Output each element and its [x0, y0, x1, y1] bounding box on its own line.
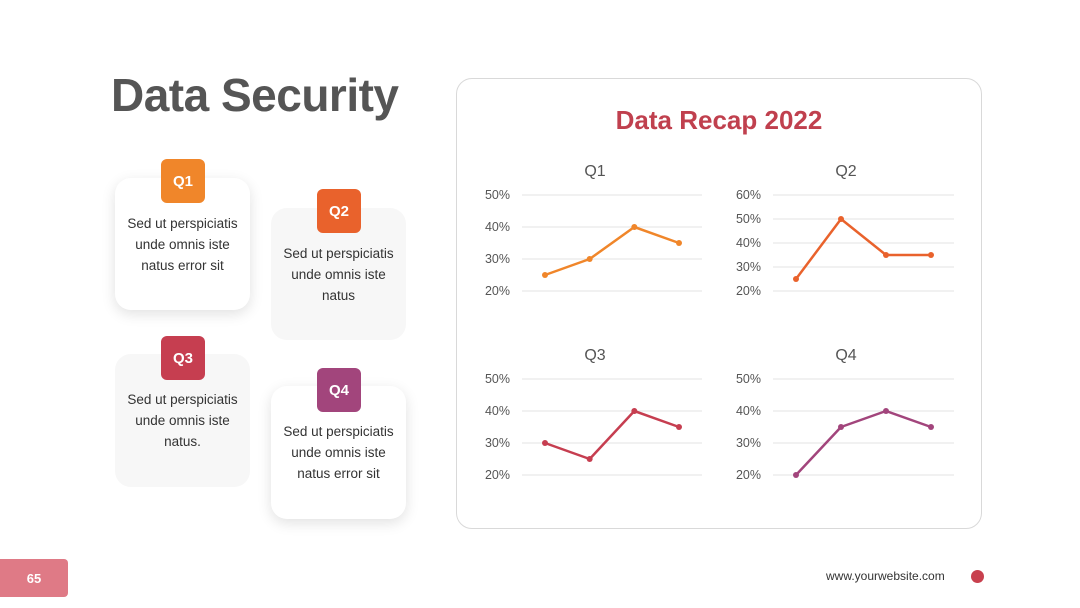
q1-y-tick-label: 50% — [485, 188, 510, 202]
q2-y-tick-label: 40% — [736, 236, 761, 250]
q2-y-tick-label: 60% — [736, 188, 761, 202]
q1-data-point — [542, 272, 548, 278]
q3-data-point — [676, 424, 682, 430]
q3-chart-title: Q3 — [584, 347, 605, 364]
q4-data-point — [883, 408, 889, 414]
q4-data-point — [793, 472, 799, 478]
q4-y-tick-label: 20% — [736, 468, 761, 482]
q3-card-text: Sed ut perspiciatis unde omnis iste natu… — [127, 392, 238, 449]
q2-data-point — [793, 276, 799, 282]
q1-y-tick-label: 20% — [485, 284, 510, 298]
page-title: Data Security — [111, 69, 399, 121]
data-recap-panel: Data Recap 2022 — [456, 78, 982, 529]
data-recap-title: Data Recap 2022 — [615, 105, 823, 135]
q1-data-point — [676, 240, 682, 246]
q3-y-tick-label: 20% — [485, 468, 510, 482]
q2-data-point — [883, 252, 889, 258]
q2-data-point — [838, 216, 844, 222]
q4-y-tick-label: 40% — [736, 404, 761, 418]
q2-badge: Q2 — [317, 189, 361, 233]
q2-series-line — [795, 217, 931, 280]
q4-chart-title: Q4 — [835, 347, 856, 364]
q1-series-line — [544, 225, 680, 277]
q4-data-point — [838, 424, 844, 430]
q4-y-tick-label: 50% — [736, 372, 761, 386]
q1-data-point — [631, 224, 638, 230]
q3-data-point — [586, 456, 593, 462]
q3-data-point — [631, 408, 638, 414]
q3-y-tick-label: 40% — [485, 404, 510, 418]
q1-y-tick-label: 30% — [485, 252, 510, 266]
q2-y-tick-label: 50% — [736, 212, 761, 226]
q1-chart-title: Q1 — [584, 163, 605, 180]
q4-badge: Q4 — [317, 368, 361, 412]
q4-y-tick-label: 30% — [736, 436, 761, 450]
q3-y-tick-label: 30% — [485, 436, 510, 450]
q2-chart-title: Q2 — [835, 163, 856, 180]
q1-y-tick-label: 40% — [485, 220, 510, 234]
q1-card-text: Sed ut perspiciatis unde omnis iste natu… — [127, 215, 238, 273]
q2-data-point — [928, 252, 934, 258]
q4-card-text: Sed ut perspiciatis unde omnis iste natu… — [283, 424, 394, 481]
q4-series-line — [795, 409, 932, 476]
website-url[interactable]: www.yourwebsite.com — [826, 569, 945, 583]
q2-y-tick-label: 20% — [736, 284, 761, 298]
q2-card-text: Sed ut perspiciatis unde omnis iste natu… — [283, 245, 394, 303]
page-number: 65 — [0, 559, 68, 597]
q2-y-tick-label: 30% — [736, 260, 761, 274]
q1-data-point — [586, 256, 593, 262]
q1-badge: Q1 — [161, 159, 205, 203]
q3-series-line — [544, 409, 680, 461]
accent-dot — [971, 570, 984, 583]
q3-badge: Q3 — [161, 336, 205, 380]
q4-data-point — [928, 424, 934, 430]
q3-y-tick-label: 50% — [485, 372, 510, 386]
q3-data-point — [542, 440, 548, 446]
